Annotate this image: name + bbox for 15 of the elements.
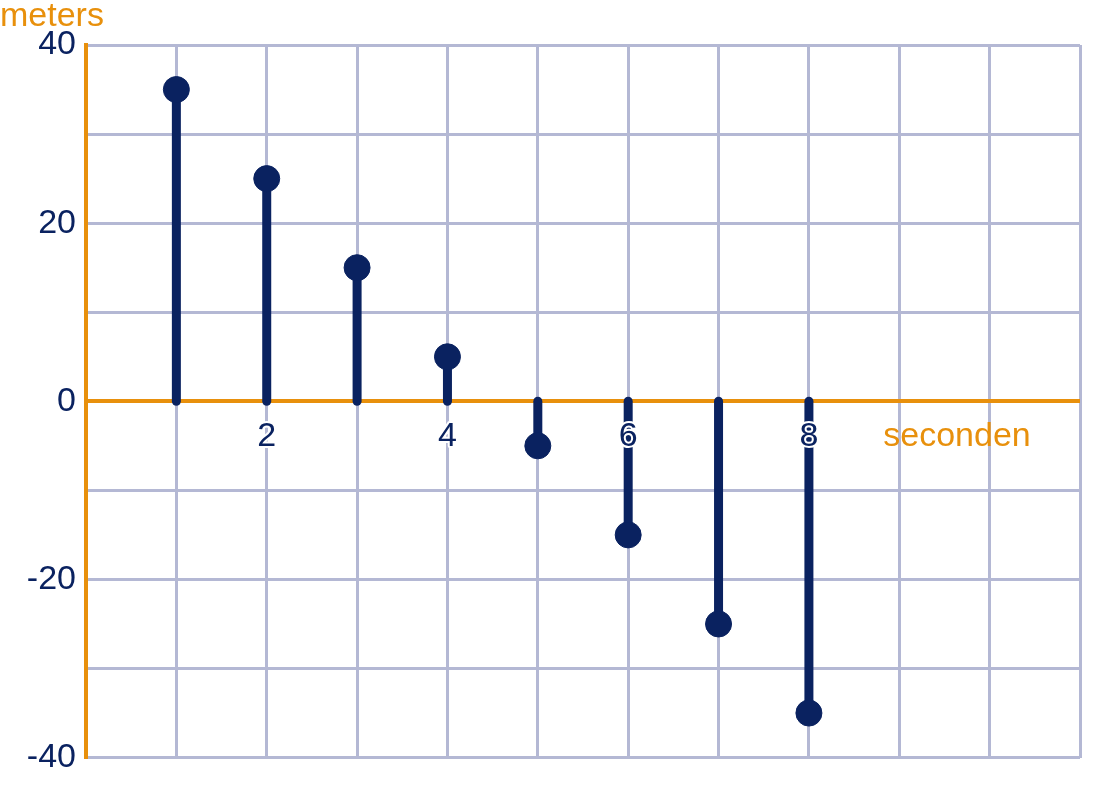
point xyxy=(795,699,823,727)
x-tick-label: 4 xyxy=(437,414,457,453)
x-tick-label: 2 xyxy=(257,414,277,453)
y-tick-label: -40 xyxy=(26,735,76,774)
y-tick-label: 0 xyxy=(57,379,76,418)
point xyxy=(162,76,190,104)
point xyxy=(433,343,461,371)
point xyxy=(705,610,733,638)
y-tick-label: 20 xyxy=(38,201,76,240)
point xyxy=(614,521,642,549)
point xyxy=(343,254,371,282)
x-axis-title: seconden xyxy=(883,414,1031,453)
y-tick-label: -20 xyxy=(26,557,76,596)
point xyxy=(524,432,552,460)
point xyxy=(253,165,281,193)
